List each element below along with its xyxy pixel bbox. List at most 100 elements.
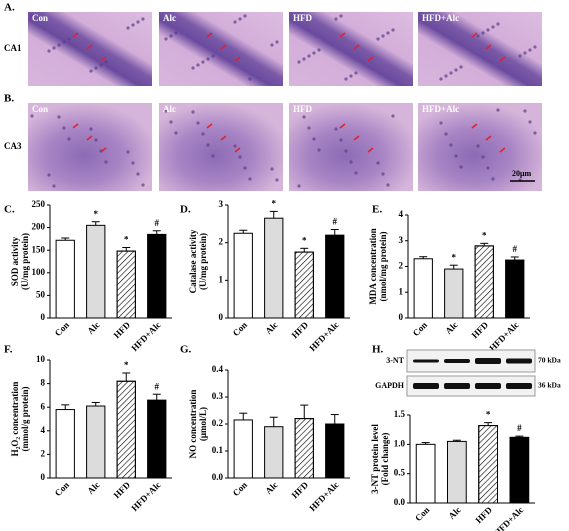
nucleus — [206, 57, 210, 61]
nucleus — [62, 126, 66, 130]
x-tick-label: Con — [53, 480, 71, 498]
y-tick-label: 2 — [399, 261, 404, 271]
significance-mark: * — [124, 235, 129, 245]
nucleus — [248, 77, 252, 81]
arrow — [499, 147, 506, 153]
nucleus — [275, 178, 279, 182]
nucleus — [89, 127, 93, 131]
significance-mark: * — [124, 360, 129, 370]
panel-label: E. — [372, 204, 382, 216]
y-tick-label: 0.4 — [212, 364, 224, 374]
nucleus — [317, 148, 321, 152]
nucleus — [297, 184, 301, 188]
y-tick-label: 250 — [32, 199, 46, 209]
arrow — [234, 147, 241, 153]
y-axis-label: SOD activity — [10, 236, 20, 286]
nucleus — [89, 69, 93, 73]
micrograph — [159, 103, 283, 191]
nucleus — [486, 28, 490, 32]
arrow — [100, 147, 107, 153]
significance-mark: # — [517, 423, 522, 433]
y-tick-label: 2 — [219, 237, 224, 247]
x-tick-label: HFD+Alc — [307, 480, 340, 513]
x-tick-label: Con — [231, 480, 249, 498]
y-tick-label: 3 — [219, 199, 224, 209]
nucleus — [275, 40, 279, 44]
y-tick-label: 1 — [219, 274, 224, 284]
significance-mark: # — [155, 218, 160, 228]
x-tick-label: HFD+Alc — [129, 480, 162, 513]
y-tick-label: 10 — [36, 354, 46, 364]
y-axis-label: 3-NT protein level — [370, 424, 380, 494]
micrograph — [289, 103, 413, 191]
blot-band — [444, 383, 470, 389]
bar — [325, 234, 345, 319]
nucleus — [99, 63, 103, 67]
nucleus — [201, 60, 205, 64]
nucleus — [459, 165, 463, 169]
nucleus — [349, 74, 353, 78]
nucleus — [454, 154, 458, 158]
bar — [86, 224, 106, 319]
x-tick-label: Alc — [85, 320, 101, 336]
arrow — [353, 44, 360, 50]
x-tick-label: Alc — [263, 480, 279, 496]
arrow — [234, 56, 241, 62]
image-label: HFD — [293, 13, 312, 23]
bar — [444, 268, 464, 319]
arrow — [86, 44, 93, 50]
bar — [147, 399, 167, 479]
y-axis-label: MDA concentration — [368, 228, 378, 304]
nucleus — [141, 17, 145, 21]
nucleus — [104, 60, 108, 64]
nucleus — [233, 20, 237, 24]
y-tick-label: 100 — [32, 267, 46, 277]
y-tick-label: 0.5 — [394, 468, 406, 478]
nucleus — [523, 109, 527, 113]
nucleus — [376, 161, 380, 165]
bar-hatch — [294, 418, 314, 479]
arrow — [206, 123, 213, 129]
y-tick-label: 50 — [36, 289, 46, 299]
micrograph — [418, 103, 542, 191]
image-label: HFD+Alc — [422, 104, 459, 114]
bar-chart: F. 0 2 4 6 8 10 H₂O₂ concentration (mmol/g prote… — [4, 344, 172, 513]
nucleus — [496, 108, 500, 112]
nucleus — [528, 48, 532, 52]
arrow — [367, 56, 374, 62]
y-tick-label: 150 — [32, 244, 46, 254]
blot-band — [506, 358, 532, 364]
y-tick-label: 6 — [41, 401, 46, 411]
arrow — [353, 135, 360, 141]
nucleus — [30, 114, 34, 118]
bar — [325, 423, 345, 479]
nucleus — [30, 14, 34, 18]
y-tick-label: 4 — [41, 425, 46, 435]
nucleus — [354, 71, 358, 75]
nucleus — [67, 137, 71, 141]
nucleus — [191, 110, 195, 114]
nucleus — [169, 34, 173, 38]
y-tick-label: 1.0 — [394, 438, 406, 448]
nucleus — [381, 34, 385, 38]
arrow — [471, 32, 478, 38]
arrow — [499, 56, 506, 62]
bar-hatch — [116, 250, 136, 319]
nucleus — [381, 172, 385, 176]
bar-chart: C. 0 50 100 150 200 250 SOD activity (U/mg prote… — [4, 199, 172, 353]
nucleus — [196, 121, 200, 125]
x-tick-label: HFD — [290, 479, 311, 500]
nucleus — [391, 28, 395, 32]
bar — [509, 436, 530, 504]
nucleus — [243, 166, 247, 170]
y-axis-label: (U/mg protein) — [198, 233, 208, 290]
image-label: HFD — [293, 104, 312, 114]
nucleus — [302, 115, 306, 119]
nucleus — [454, 68, 458, 72]
nucleus — [386, 183, 390, 187]
nucleus — [94, 138, 98, 142]
bar-hatch — [116, 380, 136, 479]
nucleus — [126, 150, 130, 154]
nucleus — [136, 172, 140, 176]
nucleus — [238, 17, 242, 21]
